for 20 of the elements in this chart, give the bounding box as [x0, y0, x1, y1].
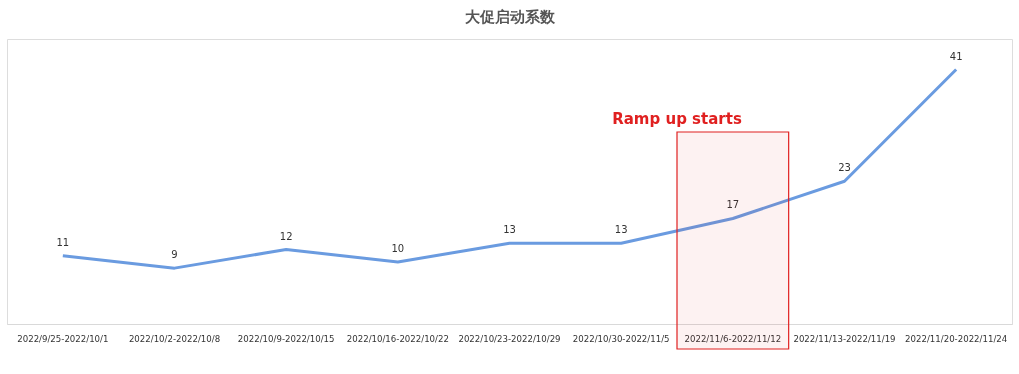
data-label: 23	[838, 162, 851, 174]
data-label: 10	[391, 242, 405, 254]
data-label: 12	[279, 230, 293, 242]
x-tick-label: 2022/10/16-2022/10/22	[346, 333, 449, 344]
x-tick-label: 2022/11/20-2022/11/24	[905, 333, 1008, 344]
x-tick-label: 2022/9/25-2022/10/1	[17, 333, 109, 344]
data-label: 41	[949, 50, 963, 62]
band-label: Ramp up starts	[612, 110, 742, 128]
data-label: 13	[503, 224, 516, 236]
chart-title: 大促启动系数	[464, 8, 556, 26]
data-label: 11	[56, 236, 70, 248]
x-tick-label: 2022/11/13-2022/11/19	[793, 333, 896, 344]
x-tick-label: 2022/10/9-2022/10/15	[237, 333, 335, 344]
x-tick-label: 2022/10/23-2022/10/29	[458, 333, 561, 344]
x-tick-label: 2022/10/30-2022/11/5	[572, 333, 670, 344]
data-label: 9	[171, 249, 178, 261]
x-tick-label: 2022/11/6-2022/11/12	[684, 333, 782, 344]
x-tick-label: 2022/10/2-2022/10/8	[128, 333, 221, 344]
data-label: 13	[614, 224, 628, 236]
data-label: 17	[726, 199, 740, 211]
